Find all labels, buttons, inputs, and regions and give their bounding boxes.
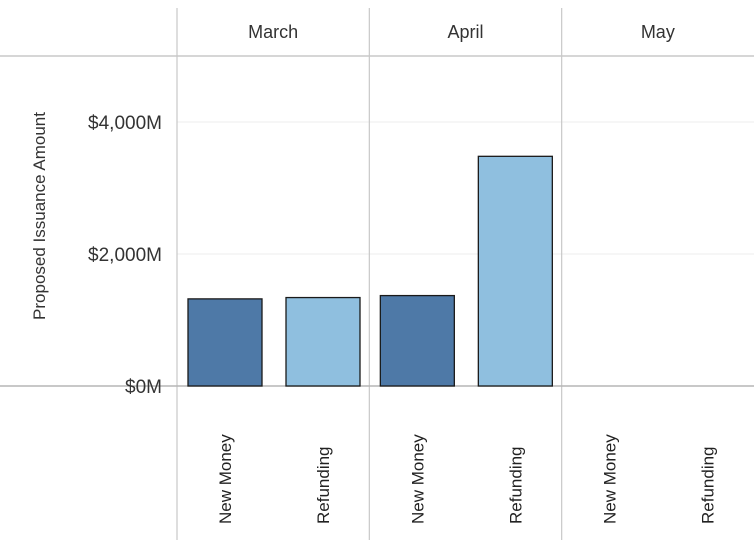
category-label: Refunding xyxy=(314,446,333,524)
category-label: Refunding xyxy=(699,446,718,524)
bars-layer xyxy=(187,155,553,387)
bar[interactable] xyxy=(379,294,455,387)
category-label: Refunding xyxy=(506,446,525,524)
panel-title: April xyxy=(447,22,483,42)
category-label: New Money xyxy=(601,434,620,524)
panel-title: May xyxy=(641,22,675,42)
category-label: New Money xyxy=(216,434,235,524)
category-label: New Money xyxy=(408,434,427,524)
grid-layer xyxy=(0,8,754,540)
bar[interactable] xyxy=(477,155,553,387)
y-axis-title: Proposed Issuance Amount xyxy=(30,112,49,320)
y-tick-label: $0M xyxy=(125,377,162,398)
y-tick-label: $2,000M xyxy=(88,245,162,266)
y-tick-label: $4,000M xyxy=(88,113,162,134)
panel-title: March xyxy=(248,22,298,42)
bar[interactable] xyxy=(285,296,361,387)
labels-layer: $0M $2,000M $4,000M March New Money Refunding… xyxy=(88,22,718,524)
bar[interactable] xyxy=(187,298,263,387)
